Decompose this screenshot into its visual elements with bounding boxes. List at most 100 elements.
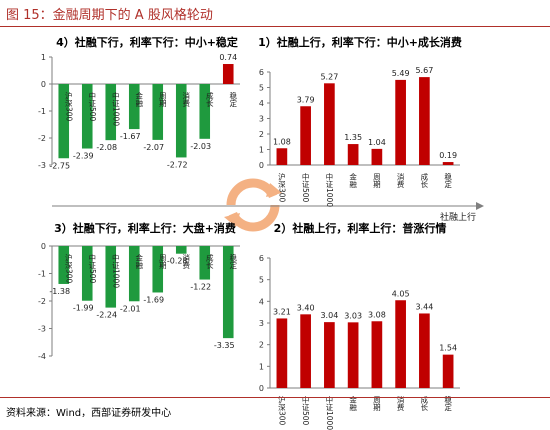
title-rule <box>0 26 550 27</box>
bar <box>128 246 140 302</box>
bar <box>300 314 311 388</box>
bar <box>81 246 93 301</box>
category-label: 消费 <box>182 253 191 270</box>
data-label: 4.05 <box>392 289 410 298</box>
data-label: 3.44 <box>415 302 433 311</box>
y-tick-label: 5 <box>259 84 264 93</box>
data-label: -2.75 <box>49 161 70 170</box>
y-tick-label: -2 <box>38 134 46 143</box>
bar <box>128 84 140 130</box>
data-label: 3.08 <box>368 310 386 319</box>
y-tick-label: 0 <box>259 384 264 393</box>
y-tick-label: 0 <box>41 80 46 89</box>
bar <box>105 84 117 141</box>
y-tick-label: -1 <box>38 270 46 279</box>
category-label: 稳定 <box>229 91 238 109</box>
bar <box>324 322 335 388</box>
category-label: 金融 <box>348 172 357 190</box>
data-label: 3.40 <box>297 303 315 312</box>
y-tick-label: -3 <box>38 325 46 334</box>
data-label: -2.07 <box>143 143 164 152</box>
data-label: 1.54 <box>439 344 457 353</box>
data-label: 0.74 <box>219 53 237 62</box>
data-label: 5.49 <box>392 69 410 78</box>
source-note: 资料来源：Wind，西部证券研发中心 <box>6 408 172 419</box>
y-tick-label: 1 <box>259 362 264 371</box>
category-label: 中证500 <box>88 253 97 284</box>
bar <box>175 84 187 158</box>
data-label: -1.38 <box>49 287 70 296</box>
chart-q3: 3）社融下行，利率上行：大盘+消费 0 -1 -2 -3 -4 -1.38 沪深300 -1.9… <box>38 221 240 361</box>
data-label: -2.24 <box>96 311 117 320</box>
center-axis-arrowhead <box>476 202 484 210</box>
data-label: -1.22 <box>190 283 211 292</box>
y-tick-label: 3 <box>259 319 264 328</box>
data-label: 3.21 <box>273 307 291 316</box>
data-label: 5.67 <box>415 66 433 75</box>
chart-title: 1）社融上行，利率下行：中小+成长消费 <box>258 35 462 49</box>
y-tick-label: 0 <box>259 161 264 170</box>
chart-title: 4）社融下行，利率下行：中小+稳定 <box>56 35 238 49</box>
bar <box>442 354 454 388</box>
bar <box>199 84 211 139</box>
category-label: 中证1000 <box>111 91 120 127</box>
data-label: 1.08 <box>273 137 291 146</box>
category-label: 消费 <box>396 172 405 190</box>
bar <box>152 84 164 140</box>
figure-title: 图 15：金融周期下的 A 股风格轮动 <box>6 8 213 23</box>
bar <box>58 84 70 159</box>
bar <box>371 321 383 388</box>
y-tick-label: 1 <box>41 53 46 62</box>
category-label: 成长 <box>205 253 214 270</box>
category-label: 金融 <box>135 91 144 109</box>
y-tick-label: 2 <box>259 130 264 139</box>
bottom-rule <box>0 397 550 398</box>
bar <box>175 246 187 254</box>
bar <box>419 77 430 165</box>
y-tick-label: 0 <box>41 242 46 251</box>
category-label: 成长 <box>420 172 429 190</box>
bar <box>395 300 406 388</box>
chart-q2: 2）社融上行，利率上行：普涨行情 6 5 4 3 2 1 0 3.21 沪深300 3.40 中证50… <box>259 221 460 430</box>
data-label: -1.69 <box>143 295 164 304</box>
chart-q1: 1）社融上行，利率下行：中小+成长消费 6 5 4 3 2 1 0 1.08 沪深300 3.79 中… <box>258 35 462 207</box>
category-label: 沪深300 <box>64 253 73 284</box>
bar <box>152 246 164 293</box>
category-label: 成长 <box>420 395 429 413</box>
bar <box>347 144 359 165</box>
category-label: 周期 <box>158 92 167 109</box>
category-label: 稳定 <box>229 253 238 270</box>
category-label: 中证500 <box>88 91 97 122</box>
data-label: 3.79 <box>297 95 315 104</box>
y-tick-label: -1 <box>38 107 46 116</box>
category-label: 沪深300 <box>277 172 286 203</box>
data-label: -2.03 <box>190 142 211 151</box>
center-axis-label: 社融上行 <box>440 211 476 223</box>
data-label: 0.19 <box>439 151 457 160</box>
data-label: 1.35 <box>344 133 362 142</box>
bar <box>419 313 430 388</box>
category-label: 沪深300 <box>277 395 286 426</box>
bar <box>81 84 93 149</box>
y-tick-label: -2 <box>38 297 46 306</box>
bar <box>371 148 383 165</box>
data-label: -1.67 <box>120 132 141 141</box>
y-tick-label: 6 <box>259 68 264 77</box>
category-label: 稳定 <box>443 172 452 190</box>
bar <box>276 148 288 165</box>
data-label: -2.72 <box>167 160 188 169</box>
category-label: 金融 <box>348 395 357 413</box>
category-label: 消费 <box>396 395 405 413</box>
data-label: -2.01 <box>120 304 141 313</box>
data-label: 5.27 <box>320 72 338 81</box>
chart-title: 2）社融上行，利率上行：普涨行情 <box>274 221 447 235</box>
category-label: 金融 <box>135 253 144 270</box>
bar <box>58 246 70 284</box>
data-label: 3.03 <box>344 311 362 320</box>
category-label: 周期 <box>372 396 381 413</box>
chart-q4: 4）社融下行，利率下行：中小+稳定 1 0 -1 -2 -3 -2.75 沪深300 -2.39… <box>38 35 240 170</box>
bar <box>222 246 234 339</box>
data-label: -2.39 <box>73 152 94 161</box>
bar <box>395 79 406 165</box>
